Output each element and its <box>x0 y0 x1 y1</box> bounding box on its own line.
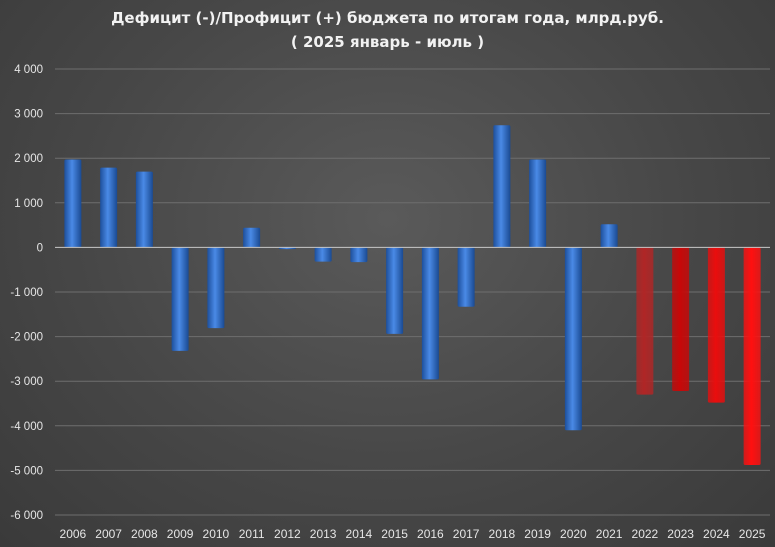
x-tick-label: 2020 <box>560 527 587 541</box>
x-tick-label: 2022 <box>632 527 659 541</box>
bar-2017 <box>457 247 475 307</box>
bar-2008 <box>135 171 153 248</box>
y-tick-label: -4 000 <box>10 421 43 433</box>
y-tick-label: 1 000 <box>14 198 43 210</box>
x-tick-label: 2016 <box>417 527 444 541</box>
bar-2011 <box>243 227 261 248</box>
x-tick-label: 2021 <box>596 527 623 541</box>
x-tick-label: 2013 <box>310 527 337 541</box>
bars <box>64 125 761 466</box>
x-tick-label: 2019 <box>524 527 551 541</box>
bar-2025 <box>743 247 761 466</box>
bar-2014 <box>350 247 368 263</box>
x-tick-label: 2006 <box>60 527 87 541</box>
bar-2020 <box>564 247 582 431</box>
bar-2022 <box>636 247 654 395</box>
x-tick-label: 2018 <box>489 527 516 541</box>
x-tick-label: 2023 <box>667 527 694 541</box>
bar-2009 <box>171 247 189 351</box>
bar-2024 <box>707 247 725 403</box>
bar-2016 <box>421 247 439 380</box>
bar-2006 <box>64 159 82 248</box>
x-tick-label: 2009 <box>167 527 194 541</box>
bar-2023 <box>672 247 690 392</box>
x-tick-label: 2014 <box>346 527 373 541</box>
y-tick-label: -5 000 <box>10 465 43 477</box>
chart-subtitle: ( 2025 январь - июль ) <box>290 33 485 51</box>
bar-2013 <box>314 247 332 262</box>
y-axis-ticks: 4 000 3 000 2 000 1 000 0 -1 000 -2 000 -3 000 -… <box>10 64 43 522</box>
y-tick-label: -3 000 <box>10 376 43 388</box>
x-axis-ticks: 2006 2007 2008 2009 2010 2011 2012 2013 2014 2015… <box>60 527 766 541</box>
bar-2021 <box>600 224 618 248</box>
bar-2018 <box>493 125 511 248</box>
bar-2019 <box>529 159 547 248</box>
x-tick-label: 2025 <box>739 527 766 541</box>
y-tick-label: 2 000 <box>14 153 43 165</box>
x-tick-label: 2017 <box>453 527 480 541</box>
x-tick-label: 2011 <box>239 527 265 541</box>
bar-2010 <box>207 247 225 329</box>
x-tick-label: 2012 <box>274 527 301 541</box>
bar-2007 <box>100 167 118 248</box>
gridlines <box>55 68 770 516</box>
y-tick-label: 4 000 <box>14 64 43 76</box>
y-tick-label: 3 000 <box>14 109 43 121</box>
y-tick-label: -2 000 <box>10 332 43 344</box>
x-tick-label: 2015 <box>381 527 408 541</box>
bar-2015 <box>386 247 404 334</box>
y-tick-label: -6 000 <box>10 510 43 522</box>
x-tick-label: 2024 <box>703 527 730 541</box>
y-tick-label: 0 <box>37 242 43 254</box>
chart-title: Дефицит (-)/Профицит (+) бюджета по итог… <box>111 9 664 27</box>
y-tick-label: -1 000 <box>10 287 43 299</box>
x-tick-label: 2010 <box>203 527 230 541</box>
x-tick-label: 2007 <box>95 527 122 541</box>
x-tick-label: 2008 <box>131 527 158 541</box>
